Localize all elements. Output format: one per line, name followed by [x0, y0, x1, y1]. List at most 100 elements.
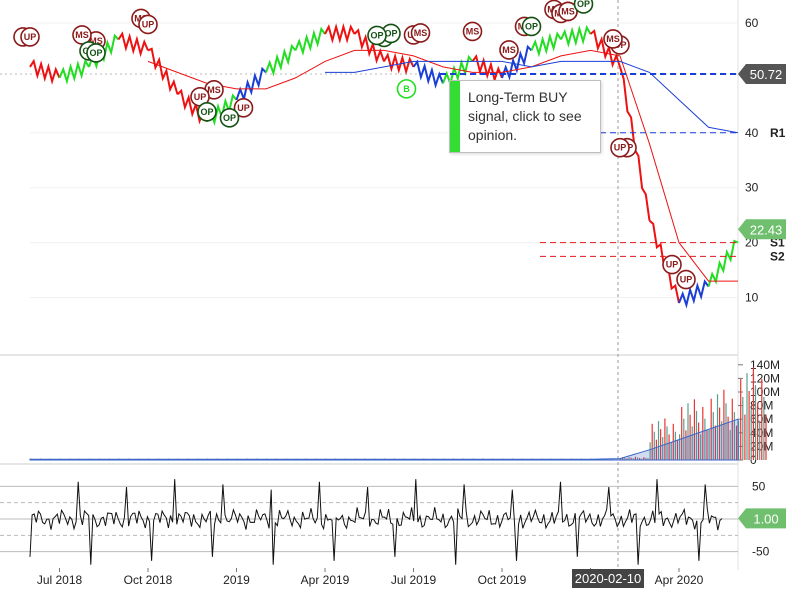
signal-label: OP: [89, 48, 102, 58]
osc-tick-label: -50: [752, 545, 770, 559]
volume-bar: [723, 389, 725, 460]
volume-bar: [704, 418, 706, 460]
signal-marker: UP: [610, 137, 630, 158]
volume-bar: [664, 418, 666, 460]
volume-bar: [636, 457, 639, 460]
volume-bar: [763, 396, 765, 460]
volume-tick-label: 120M: [750, 371, 780, 385]
volume-bar: [710, 398, 712, 460]
osc-line: [29, 479, 723, 565]
volume-bar: [761, 379, 763, 460]
tooltip-text: Long-Term BUY signal, click to see opini…: [468, 89, 582, 143]
volume-bar: [620, 458, 622, 460]
volume-bar: [641, 458, 643, 460]
price-segment: [58, 58, 90, 85]
signal-marker: OP: [219, 108, 240, 128]
price-segment: [235, 66, 267, 103]
volume-bar: [689, 414, 691, 460]
volume-bar: [708, 430, 710, 460]
volume-tick-label: 100M: [750, 385, 780, 399]
volume-bar: [714, 425, 716, 460]
signal-circle: [573, 0, 594, 14]
price-segment: [530, 31, 562, 58]
signal-label: MS: [466, 26, 480, 36]
volume-bar: [634, 456, 636, 460]
x-tick-label: Apr 2020: [655, 573, 704, 587]
signal-label: MS: [207, 85, 221, 95]
volume-panel: 020M40M60M80M100M120M140M: [29, 358, 780, 467]
x-tick-label: Oct 2018: [124, 573, 173, 587]
signal-circle: [396, 79, 417, 99]
osc-tick-label: 50: [752, 479, 766, 493]
signal-label: OP: [200, 107, 213, 117]
signal-label: UP: [237, 103, 250, 113]
volume-bar: [685, 430, 687, 460]
volume-bar: [750, 408, 752, 460]
signal-circle: [367, 25, 387, 46]
volume-bar: [744, 414, 746, 460]
signal-circle: [610, 137, 630, 158]
volume-bar: [628, 457, 630, 460]
volume-bar: [670, 442, 672, 460]
signal-label: MS: [75, 30, 89, 40]
signal-circle: [233, 98, 254, 118]
signal-label: UP: [680, 275, 693, 285]
signal-label: MS: [561, 6, 575, 16]
price-tick-label: 40: [745, 126, 759, 140]
price-badge-label: 22.43: [750, 222, 783, 237]
signal-marker: OP: [367, 25, 387, 46]
signal-marker: UP: [662, 254, 682, 275]
volume-bar: [700, 434, 702, 460]
volume-bar: [746, 373, 748, 460]
signal-label: MS: [89, 36, 103, 46]
volume-bar: [651, 423, 653, 460]
volume-bar: [759, 420, 761, 460]
signal-circle: [676, 269, 696, 290]
ma-fast-line: [147, 49, 738, 282]
signal-tooltip[interactable]: Long-Term BUY signal, click to see opini…: [449, 80, 601, 153]
signal-marker: UP: [20, 27, 40, 47]
price-segment: [147, 47, 179, 95]
price-segment: [265, 43, 297, 77]
volume-bar: [738, 420, 740, 460]
signal-label: OP: [384, 28, 397, 38]
price-segment: [589, 29, 621, 69]
osc-badge: [738, 508, 786, 529]
signal-circle: [410, 23, 431, 43]
volume-bar: [702, 407, 704, 460]
signal-label: UP: [614, 143, 627, 153]
signal-marker: OP: [381, 23, 401, 44]
volume-bar: [740, 379, 742, 460]
signal-marker: UP: [138, 14, 158, 35]
signal-marker: B: [396, 79, 417, 99]
volume-bar: [712, 412, 714, 460]
signal-circle: [72, 25, 92, 45]
signal-circle: [138, 14, 158, 35]
x-tick-label: Jul 2018: [37, 573, 83, 587]
price-segment: [678, 279, 710, 309]
volume-bar: [735, 425, 738, 460]
volume-bar: [725, 403, 727, 460]
price-segment: [353, 28, 385, 65]
volume-bar: [630, 457, 632, 460]
volume-bar: [691, 426, 693, 460]
signal-marker: OP: [521, 16, 542, 37]
volume-bar: [706, 430, 708, 460]
price-segment: [29, 58, 61, 85]
price-segment: [383, 52, 415, 76]
buy-signal-bar: [450, 81, 460, 152]
signal-circle: [603, 29, 623, 49]
price-panel[interactable]: R1S1S250.7222.43LUPMSMSOPOPMSUPMSUPOPUPO…: [0, 0, 786, 568]
volume-bar: [655, 439, 657, 460]
volume-bar: [679, 434, 681, 460]
volume-bar: [632, 458, 634, 460]
signal-marker: MS: [410, 23, 431, 43]
signal-marker: OP: [197, 102, 217, 122]
volume-bar: [757, 402, 759, 460]
oscillator-panel: 50 -50 1.00: [0, 479, 786, 565]
volume-bar: [729, 430, 731, 460]
volume-bar: [624, 457, 626, 460]
signal-label: OP: [525, 21, 538, 31]
price-segment: [324, 23, 356, 44]
